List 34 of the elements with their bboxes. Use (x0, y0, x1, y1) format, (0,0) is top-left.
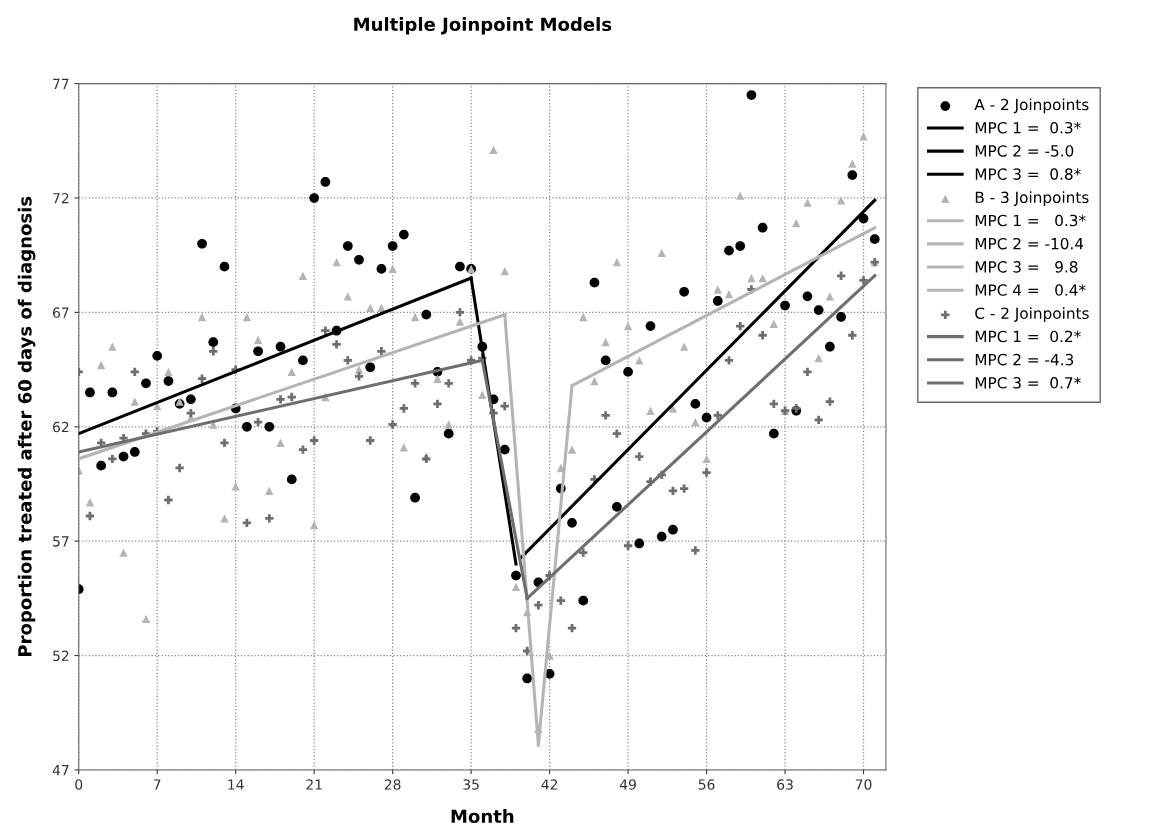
y-tick-label: 62 (52, 421, 69, 433)
y-tick-label: 67 (52, 307, 69, 318)
legend-label: C - 2 Joinpoints (975, 307, 1089, 322)
legend-label: MPC 2 = -4.3 (975, 353, 1074, 366)
legend-label: B - 3 Joinpoints (975, 191, 1089, 207)
x-tick-label: 14 (228, 779, 244, 790)
x-tick-label: 42 (541, 779, 558, 790)
legend-label: MPC 2 = -10.4 (975, 237, 1084, 250)
x-tick-label: 63 (777, 779, 793, 790)
y-tick-label: 72 (53, 192, 69, 204)
x-tick-label: 70 (855, 779, 872, 790)
y-tick-label: 57 (53, 536, 69, 547)
y-tick-label: 77 (53, 78, 69, 89)
legend-label: MPC 2 = -5.0 (975, 145, 1074, 157)
x-tick-label: 7 (153, 779, 161, 790)
legend-label: MPC 3 = 0.7* (975, 377, 1081, 389)
x-tick-label: 35 (463, 779, 479, 790)
x-tick-label: 56 (698, 779, 715, 790)
x-tick-label: 0 (75, 779, 83, 790)
x-tick-label: 49 (619, 779, 636, 790)
legend-label: MPC 3 = 9.8 (975, 261, 1078, 273)
x-axis-title: Month (451, 809, 514, 824)
x-tick-label: 21 (306, 779, 322, 790)
legend-label: A - 2 Joinpoints (974, 98, 1089, 114)
legend-label: MPC 1 = 0.3* (975, 214, 1086, 227)
y-tick-label: 52 (53, 650, 69, 662)
legend-label: MPC 1 = 0.2* (975, 330, 1081, 343)
legend-label: MPC 3 = 0.8* (975, 168, 1081, 180)
x-tick-label: 28 (384, 779, 401, 790)
chart-title: Multiple Joinpoint Models (354, 17, 612, 35)
y-axis-title: Proportion treated after 60 days of diagnosis (17, 196, 36, 656)
y-tick-label: 47 (52, 765, 69, 776)
legend-label: MPC 1 = 0.3* (975, 121, 1081, 134)
legend-label: MPC 4 = 0.4* (975, 284, 1086, 296)
